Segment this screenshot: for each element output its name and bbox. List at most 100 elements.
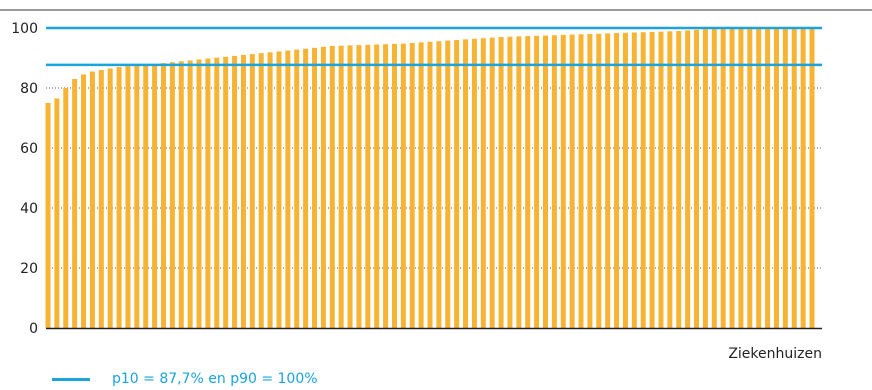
bar — [498, 37, 504, 328]
bar — [232, 55, 238, 329]
y-tick-label: 60 — [20, 141, 38, 157]
bar — [773, 28, 779, 328]
bar — [480, 38, 486, 328]
bar — [374, 44, 380, 328]
bar — [409, 43, 415, 328]
bar — [809, 28, 815, 328]
bar — [45, 103, 51, 328]
bar — [738, 28, 744, 328]
y-tick-label: 40 — [20, 201, 38, 217]
bar — [702, 29, 708, 328]
legend-label: p10 = 87,7% en p90 = 100% — [112, 371, 318, 387]
bar — [587, 34, 593, 328]
bar — [729, 28, 735, 328]
bar — [765, 28, 771, 328]
bar — [622, 32, 628, 329]
bar — [196, 59, 202, 328]
bar — [463, 39, 469, 329]
bar — [578, 34, 584, 329]
bar — [294, 49, 300, 328]
x-axis-label: Ziekenhuizen — [728, 346, 822, 362]
bar — [489, 37, 495, 328]
bar — [800, 28, 806, 328]
y-tick-label: 80 — [20, 81, 38, 97]
bar — [267, 52, 273, 329]
bar — [551, 35, 557, 328]
bar — [516, 36, 522, 329]
bar — [214, 57, 220, 328]
bar — [418, 42, 424, 329]
bar — [249, 54, 255, 328]
bar — [125, 66, 131, 328]
bar — [614, 33, 620, 328]
bar — [303, 48, 309, 328]
bar — [338, 45, 344, 328]
bar — [631, 32, 637, 328]
bar — [240, 55, 246, 328]
bar — [436, 41, 442, 328]
bar — [63, 88, 69, 328]
bar — [178, 61, 184, 329]
bar — [223, 56, 229, 329]
bar — [143, 64, 149, 329]
bar — [276, 51, 282, 329]
bar — [347, 45, 353, 329]
bar — [427, 41, 433, 329]
bar — [89, 71, 95, 328]
bar — [640, 32, 646, 328]
bar — [720, 28, 726, 329]
bar — [391, 43, 397, 329]
bar — [507, 36, 513, 328]
bar — [454, 40, 460, 328]
y-tick-label: 20 — [20, 261, 38, 277]
bar — [676, 31, 682, 328]
bar — [383, 44, 389, 328]
bar — [312, 47, 318, 329]
y-tick-label: 0 — [29, 321, 38, 337]
bar — [72, 79, 78, 328]
bar — [471, 38, 477, 329]
gridlines — [46, 87, 822, 269]
y-tick-labels: 0 20 40 60 80 100 — [11, 21, 38, 337]
bar — [329, 46, 335, 328]
bar — [658, 31, 664, 328]
bar — [685, 30, 691, 329]
bar — [356, 45, 362, 328]
bar — [400, 43, 406, 328]
reference-lines — [46, 26, 822, 67]
bar — [365, 44, 371, 329]
bar — [445, 40, 451, 328]
bar — [205, 58, 211, 328]
bar — [169, 62, 175, 328]
bar — [560, 34, 566, 329]
bar — [81, 74, 87, 328]
bar — [747, 28, 753, 328]
bar — [152, 64, 158, 328]
bar — [649, 31, 655, 329]
legend: p10 = 87,7% en p90 = 100% — [52, 371, 318, 387]
bar — [791, 28, 797, 328]
bar — [258, 53, 264, 328]
bar — [285, 50, 291, 328]
bar — [116, 67, 122, 328]
bar — [160, 63, 166, 328]
bar — [107, 68, 113, 328]
bar — [605, 33, 611, 329]
y-tick-label: 100 — [11, 21, 38, 37]
bar — [187, 60, 193, 329]
bar — [569, 34, 575, 328]
bar — [534, 35, 540, 329]
bar — [756, 28, 762, 328]
bar — [711, 28, 717, 328]
bar — [54, 98, 60, 328]
bar — [596, 33, 602, 328]
bar — [694, 29, 700, 329]
chart: 0 20 40 60 80 100 Ziekenhuizen — [0, 9, 872, 362]
bar — [667, 31, 673, 329]
bar — [134, 65, 140, 328]
bar — [782, 28, 788, 328]
legend-swatch — [52, 377, 90, 381]
bar — [542, 35, 548, 328]
bars — [45, 28, 815, 329]
bar — [320, 46, 326, 329]
